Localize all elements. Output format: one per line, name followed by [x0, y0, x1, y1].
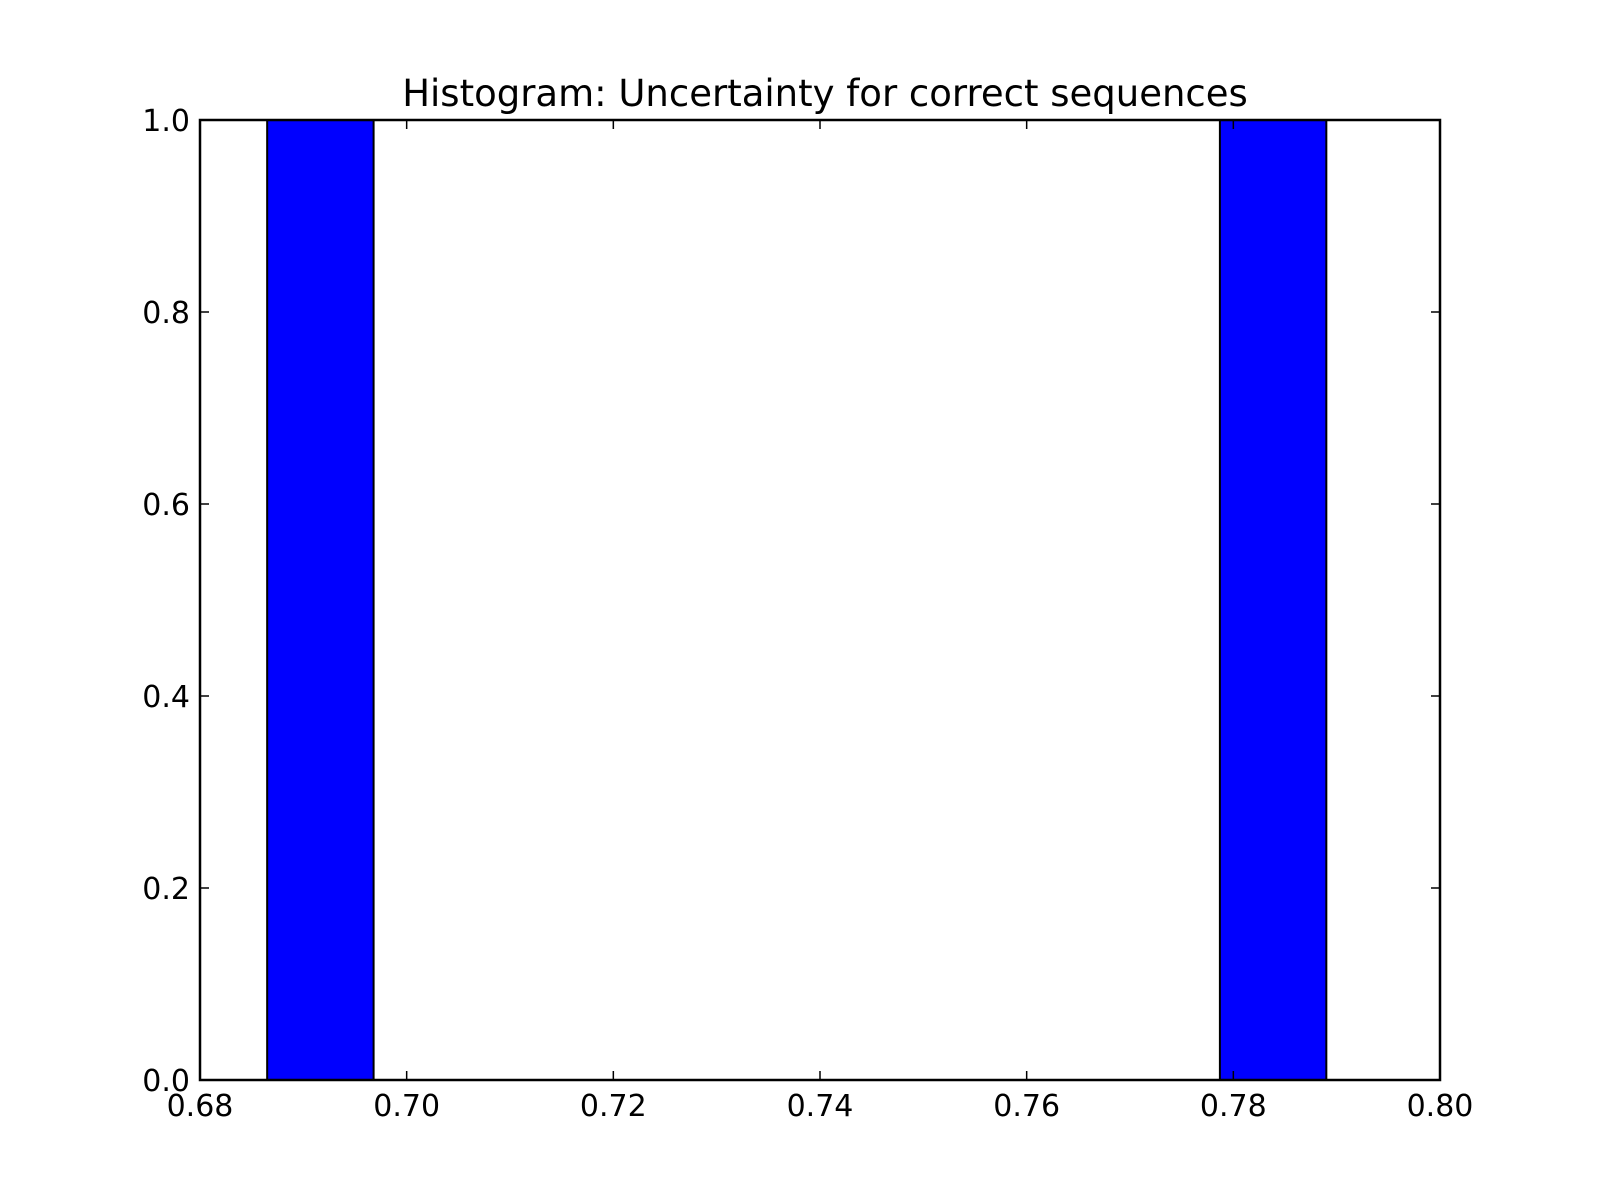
- x-tick-label: 0.74: [787, 1089, 854, 1124]
- y-tick-label: 0.2: [142, 872, 190, 907]
- x-tick-label: 0.76: [993, 1089, 1060, 1124]
- x-tick-label: 0.70: [373, 1089, 440, 1124]
- y-tick-label: 0.8: [142, 296, 190, 331]
- tick-labels-layer: 0.68 0.70 0.72 0.74 0.76 0.78 0.80 0.0 0.2 0.4 0.6…: [142, 104, 1473, 1124]
- x-tick-label: 0.72: [580, 1089, 647, 1124]
- x-tick-label: 0.78: [1200, 1089, 1267, 1124]
- histogram-bar-0: [266, 119, 375, 1081]
- x-tick-label: 0.68: [167, 1089, 234, 1124]
- chart-title: Histogram: Uncertainty for correct seque…: [402, 72, 1248, 115]
- y-tick-label: 0.6: [142, 488, 190, 523]
- y-tick-label: 1.0: [142, 104, 190, 139]
- y-tick-label: 0.0: [142, 1064, 190, 1099]
- plot-frame: [198, 118, 1442, 1082]
- histogram-bar-1: [1218, 119, 1328, 1081]
- x-tick-label: 0.80: [1407, 1089, 1474, 1124]
- y-tick-label: 0.4: [142, 680, 190, 715]
- bars-layer: [266, 119, 1328, 1081]
